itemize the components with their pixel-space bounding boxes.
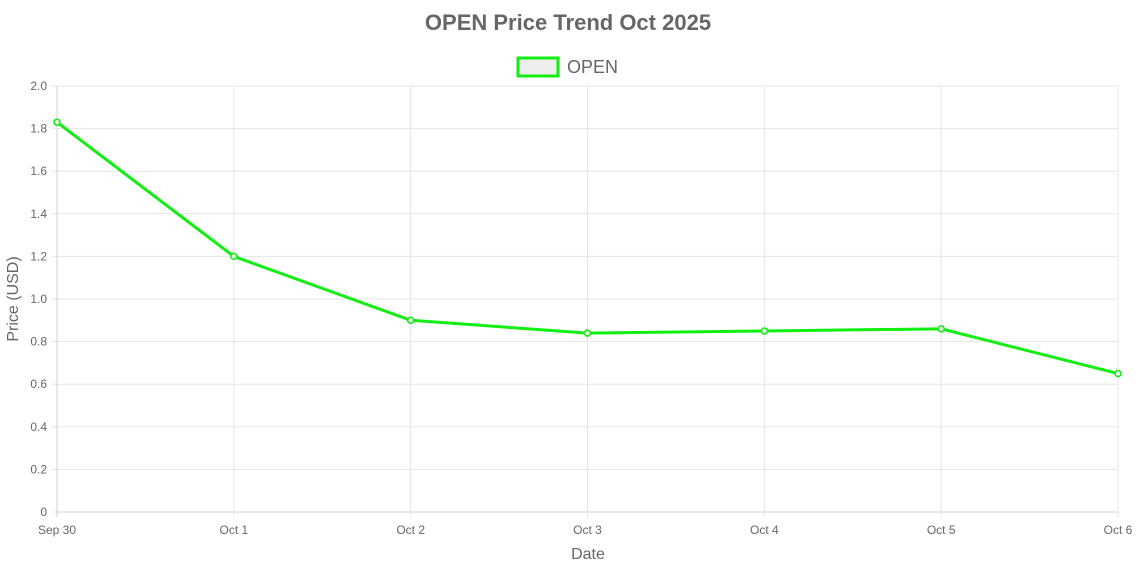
y-tick-label: 0	[40, 505, 47, 519]
x-axis-title: Date	[571, 546, 605, 563]
y-tick-label: 1.4	[30, 207, 47, 221]
x-tick-label: Oct 6	[1104, 523, 1133, 537]
chart-title: OPEN Price Trend Oct 2025	[425, 10, 711, 35]
y-tick-label: 2.0	[30, 79, 47, 93]
data-point[interactable]	[583, 329, 592, 337]
y-axis-title: Price (USD)	[5, 256, 22, 341]
y-tick-label: 0.4	[30, 420, 47, 434]
data-point[interactable]	[406, 316, 415, 325]
y-tick-label: 1.8	[30, 122, 47, 136]
x-tick-label: Oct 4	[750, 523, 779, 537]
legend-swatch-open[interactable]	[516, 56, 560, 78]
legend[interactable]: OPEN	[516, 56, 618, 78]
y-tick-label: 0.2	[30, 462, 47, 476]
legend-label-open[interactable]: OPEN	[567, 57, 618, 77]
data-point[interactable]	[937, 325, 945, 333]
series-open	[53, 118, 1122, 378]
y-tick-label: 1.6	[30, 164, 47, 178]
data-point[interactable]	[53, 118, 61, 126]
data-point[interactable]	[230, 252, 238, 261]
x-tick-label: Oct 1	[219, 523, 248, 537]
y-tick-label: 0.6	[30, 377, 47, 391]
x-tick-label: Oct 5	[927, 523, 956, 537]
y-tick-label: 0.8	[30, 335, 47, 349]
y-tick-label: 1.0	[30, 292, 47, 306]
y-tick-label: 1.2	[30, 249, 47, 263]
x-tick-label: Sep 30	[38, 523, 76, 537]
grid	[52, 85, 1119, 517]
x-axis-ticks: Sep 30 Oct 1 Oct 2 Oct 3 Oct 4 Oct 5 Oct 6	[38, 523, 1133, 537]
data-point[interactable]	[1114, 369, 1122, 378]
data-point[interactable]	[760, 327, 769, 335]
x-tick-label: Oct 2	[396, 523, 425, 537]
y-axis-ticks: 0 0.2 0.4 0.6 0.8 1.0 1.2 1.4 1.6 1.8 2.0	[30, 79, 47, 519]
x-tick-label: Oct 3	[573, 523, 602, 537]
